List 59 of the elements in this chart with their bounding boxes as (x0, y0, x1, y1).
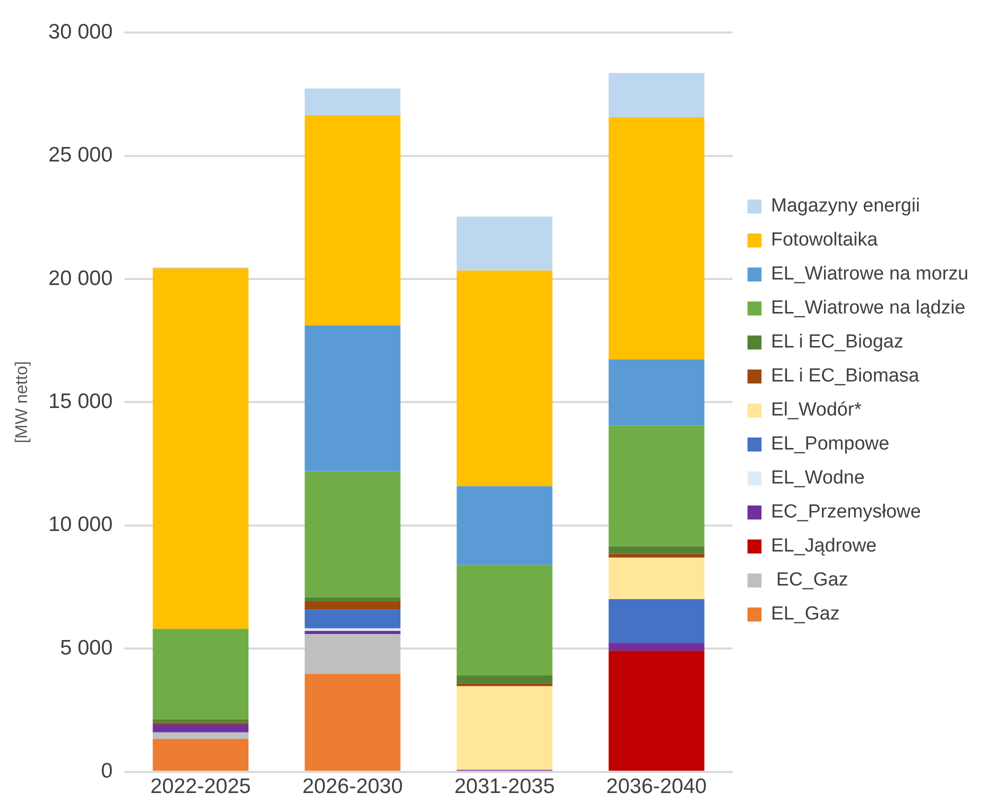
legend-label: EC_Przemysłowe (771, 502, 921, 523)
bar (152, 732, 248, 740)
bar (304, 610, 400, 628)
legend-label: EL_Jądrowe (771, 536, 877, 557)
legend-label: Fotowoltaika (771, 230, 878, 251)
y-tick-label: 25 000 (48, 144, 113, 167)
y-axis-title: [MW netto] (12, 361, 31, 444)
x-tick-label: 2026-2030 (302, 775, 403, 798)
bar (304, 630, 400, 634)
bar (152, 268, 248, 629)
bar (304, 471, 400, 598)
x-tick-label: 2036-2040 (606, 775, 707, 798)
bar (304, 597, 400, 602)
bar (608, 554, 704, 558)
y-tick-label: 0 (100, 760, 113, 783)
bar (608, 546, 704, 554)
bar (152, 628, 248, 720)
x-tick-label: 2031-2035 (454, 775, 555, 798)
legend-label: EL_Wiatrowe na lądzie (771, 298, 966, 319)
y-tick-label: 30 000 (48, 20, 113, 44)
bar (456, 686, 552, 770)
bar (608, 599, 704, 643)
y-tick-label: 20 000 (48, 266, 113, 290)
bar (304, 88, 400, 116)
bar (456, 564, 552, 676)
legend-label: EL i EC_Biomasa (771, 366, 920, 387)
bar (456, 216, 552, 271)
legend-label: EL_Pompowe (771, 434, 890, 455)
bar (608, 642, 704, 651)
bar (304, 674, 400, 771)
bar (456, 683, 552, 686)
y-tick-label: 5 000 (60, 636, 113, 660)
bar (456, 486, 552, 565)
legend-label: EC_Gaz (771, 570, 848, 591)
x-tick-label: 2022-2025 (150, 775, 251, 798)
bar (304, 628, 400, 631)
bar (304, 325, 400, 472)
legend-label: EL i EC_Biogaz (771, 332, 904, 353)
bar (608, 117, 704, 360)
bar (608, 650, 704, 771)
bar (608, 426, 704, 546)
bar (304, 634, 400, 674)
bar (152, 739, 248, 771)
legend-label: EL_Wiatrowe na morzu (771, 264, 968, 285)
bar (608, 73, 704, 118)
legend-label: El_Wodór* (771, 400, 862, 421)
bar (304, 602, 400, 610)
legend-label: EL_Wodne (771, 468, 865, 489)
legend-label: Magazyny energii (771, 196, 920, 217)
legend-label: EL_Gaz (771, 604, 840, 625)
bar (152, 719, 248, 723)
bar (608, 558, 704, 600)
bar (456, 675, 552, 684)
bar (152, 724, 248, 732)
y-tick-label: 15 000 (48, 390, 113, 413)
bar (304, 115, 400, 326)
bar (608, 359, 704, 426)
y-tick-label: 10 000 (48, 513, 113, 536)
bar (456, 270, 552, 486)
